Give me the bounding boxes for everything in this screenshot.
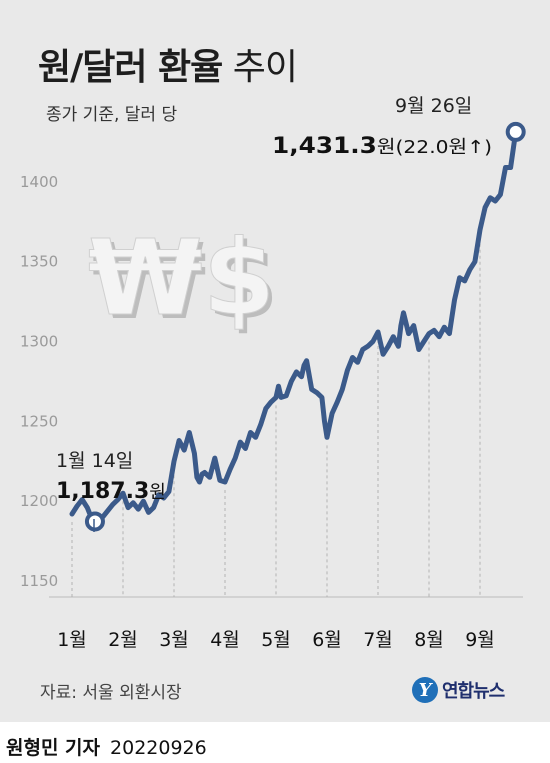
yonhap-logo-icon: Y xyxy=(412,677,438,703)
x-tick-label: 8월 xyxy=(414,629,444,651)
chart-title: 원/달러 환율 추이 xyxy=(38,38,298,90)
start-value-label: 1,187.3 xyxy=(56,479,149,504)
source-note: 자료: 서울 외환시장 xyxy=(40,683,182,703)
infographic-card xyxy=(0,0,550,722)
yonhap-logo-text: 연합뉴스 xyxy=(442,681,505,702)
line-chart: ₩$ ₩$ 1150 1200 1250 1300 1350 1400 1월 2월 3월 4월 5… xyxy=(20,95,526,651)
byline: 원형민 기자 20220926 xyxy=(6,733,207,760)
start-unit-label: 원 xyxy=(149,482,166,503)
end-change-label: (22.0원↑) xyxy=(396,137,492,158)
x-tick-label: 2월 xyxy=(108,629,138,651)
x-axis-ticks: 1월 2월 3월 4월 5월 6월 7월 8월 9월 xyxy=(57,629,495,651)
x-tick-label: 7월 xyxy=(363,629,393,651)
x-tick-label: 5월 xyxy=(261,629,291,651)
svg-text:₩$: ₩$ xyxy=(92,221,279,343)
x-tick-label: 4월 xyxy=(210,629,240,651)
y-tick-label: 1250 xyxy=(20,412,58,430)
chart-title-light: 추이 xyxy=(222,47,298,88)
y-tick-label: 1300 xyxy=(20,333,58,351)
publish-date: 20220926 xyxy=(110,737,207,759)
reporter-name: 원형민 기자 xyxy=(6,737,101,759)
end-annotation: 9월 26일 1,431.3 원 (22.0원↑) xyxy=(272,95,492,159)
exchange-rate-line xyxy=(69,129,519,524)
chart-title-bold: 원/달러 환율 xyxy=(38,47,223,88)
svg-text:₩$: ₩$ xyxy=(88,217,275,339)
x-tick-label: 9월 xyxy=(465,629,495,651)
y-tick-label: 1400 xyxy=(20,173,58,191)
yonhap-logo: Y 연합뉴스 xyxy=(412,675,505,705)
y-tick-label: 1200 xyxy=(20,492,58,510)
end-point-marker xyxy=(505,121,526,142)
svg-text:1,187.3원: 1,187.3원 xyxy=(56,479,166,504)
start-date-label: 1월 14일 xyxy=(56,450,133,472)
y-axis-ticks: 1150 1200 1250 1300 1350 1400 xyxy=(20,173,58,590)
end-unit-label: 원 xyxy=(377,137,396,158)
end-date-label: 9월 26일 xyxy=(395,95,472,117)
x-tick-label: 3월 xyxy=(159,629,189,651)
x-tick-label: 6월 xyxy=(312,629,342,651)
y-tick-label: 1150 xyxy=(20,572,58,590)
start-point-marker xyxy=(84,511,105,532)
won-dollar-symbol-icon: ₩$ ₩$ xyxy=(88,217,280,344)
svg-text:1,431.3원(22.0원↑): 1,431.3 원 (22.0원↑) xyxy=(272,134,492,159)
y-tick-label: 1350 xyxy=(20,253,58,271)
end-value-label: 1,431.3 xyxy=(272,134,377,159)
x-tick-label: 1월 xyxy=(57,629,87,651)
vertical-grid xyxy=(71,237,481,597)
start-annotation: 1월 14일 1,187.3원 xyxy=(56,450,166,504)
chart-subtitle: 종가 기준, 달러 당 xyxy=(46,105,178,125)
